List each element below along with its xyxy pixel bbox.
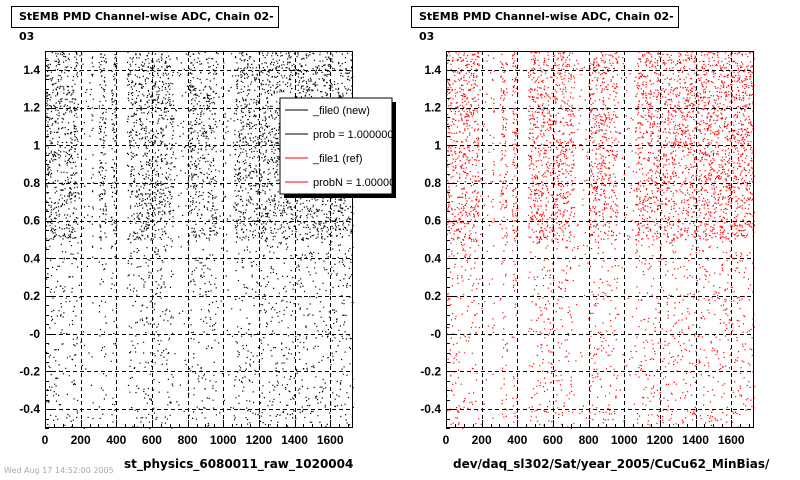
y-tick-label: -0: [29, 327, 40, 341]
chart-1: 0 200 400 600 800 1000 1200 1400 1600 -0.4 -0.2 -0 0…: [19, 51, 401, 447]
legend-label: probN = 1.000000: [313, 177, 401, 189]
x-tick-label: 1000: [210, 433, 237, 447]
legend-box: [279, 97, 393, 195]
timestamp-stamp: Wed Aug 17 14:52:00 2005: [4, 466, 114, 475]
y-tick-label: 0.4: [424, 251, 441, 265]
axis-ticks: [45, 51, 349, 429]
left-chart-xlabel: st_physics_6080011_raw_1020004: [124, 457, 354, 471]
y-tick-label: 0.6: [23, 214, 40, 228]
x-tick-label: 1200: [647, 433, 674, 447]
y-tick-label: -0.2: [420, 364, 441, 378]
legend: _file0 (new) prob = 1.000000 _file1 (ref) p…: [279, 97, 401, 198]
y-tick-label: 0.4: [23, 251, 40, 265]
right-chart-xlabel: dev/daq_sl302/Sat/year_2005/CuCu62_MinBi…: [453, 457, 770, 471]
y-tick-label: -0.2: [19, 364, 40, 378]
x-tick-label: 0: [443, 433, 450, 447]
x-tick-label: 200: [472, 433, 492, 447]
grid-lines: [446, 51, 754, 428]
y-tick-label: 0.6: [424, 214, 441, 228]
y-tick-label: 1.4: [424, 63, 441, 77]
y-tick-label: 1: [434, 138, 441, 152]
grid-lines: [45, 51, 353, 428]
x-tick-label: 1000: [611, 433, 638, 447]
x-tick-label: 1400: [281, 433, 308, 447]
y-tick-label: 1: [33, 138, 40, 152]
y-tick-label: -0: [430, 327, 441, 341]
axis-ticks: [446, 51, 750, 429]
x-tick-label: 800: [579, 433, 599, 447]
x-tick-label: 1200: [246, 433, 273, 447]
y-tick-label: 0.2: [424, 289, 441, 303]
x-tick-label: 400: [106, 433, 126, 447]
y-tick-label: -0.4: [19, 402, 40, 416]
series-1-points: [45, 51, 355, 429]
y-tick-label: 1.2: [424, 101, 441, 115]
right-chart-title: StEMB PMD Channel-wise ADC, Chain 02-03: [411, 6, 679, 43]
x-tick-label: 800: [178, 433, 198, 447]
y-tick-label: 1.2: [23, 101, 40, 115]
x-tick-label: 1400: [682, 433, 709, 447]
y-tick-label: 0.2: [23, 289, 40, 303]
x-tick-label: 600: [142, 433, 162, 447]
x-tick-label: 600: [543, 433, 563, 447]
y-tick-label: 0.8: [23, 176, 40, 190]
plot-frame: [446, 51, 754, 428]
legend-label: _file1 (ref): [312, 153, 363, 165]
legend-label: _file0 (new): [312, 105, 370, 117]
plot-frame: [45, 51, 353, 428]
y-tick-label: 1.4: [23, 63, 40, 77]
x-tick-label: 400: [507, 433, 527, 447]
y-tick-label: 0.8: [424, 176, 441, 190]
series-dots: [45, 51, 355, 429]
x-tick-label: 1600: [718, 433, 745, 447]
x-tick-label: 1600: [317, 433, 344, 447]
chart-2: 0 200 400 600 800 1000 1200 1400 1600 -0.4 -0.2 -0 0…: [420, 51, 756, 447]
y-tick-label: -0.4: [420, 402, 441, 416]
x-tick-label: 0: [42, 433, 49, 447]
x-tick-label: 200: [71, 433, 91, 447]
left-chart-title: StEMB PMD Channel-wise ADC, Chain 02-03: [11, 6, 279, 43]
legend-label: prob = 1.000000: [313, 129, 393, 141]
